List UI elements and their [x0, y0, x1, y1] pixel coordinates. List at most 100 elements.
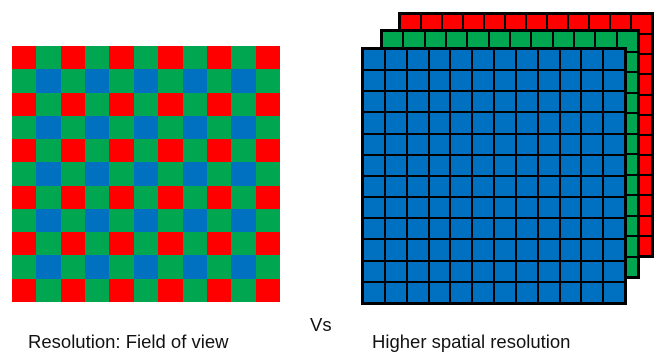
red-filter-pixel [109, 46, 134, 70]
blue-channel-pixel [495, 240, 515, 260]
blue-channel-pixel [516, 282, 537, 302]
blue-filter-pixel [182, 162, 207, 186]
blue-channel-pixel [429, 240, 450, 260]
blue-channel-pixel [385, 240, 406, 260]
blue-channel-pixel [473, 261, 493, 281]
blue-channel-pixel [407, 113, 428, 133]
blue-channel-pixel [407, 50, 428, 70]
green-channel-pixel [425, 32, 445, 51]
red-filter-pixel [109, 232, 134, 256]
green-filter-pixel [60, 115, 86, 140]
green-filter-pixel [36, 92, 61, 116]
blue-channel-pixel [495, 198, 515, 218]
blue-filter-pixel [133, 162, 159, 186]
green-filter-pixel [133, 185, 159, 209]
red-filter-pixel [158, 185, 183, 209]
red-channel-pixel [506, 15, 525, 34]
blue-filter-pixel [133, 69, 159, 93]
green-channel-pixel [617, 32, 637, 51]
green-filter-pixel [85, 278, 110, 302]
blue-filter-pixel [36, 255, 61, 279]
blue-channel-pixel [385, 261, 406, 281]
blue-channel-pixel [473, 198, 493, 218]
red-filter-pixel [12, 185, 37, 209]
red-channel-pixel [401, 15, 420, 34]
blue-channel-pixel [407, 92, 428, 112]
blue-channel-pixel [429, 261, 450, 281]
blue-channel-pixel [516, 113, 537, 133]
blue-channel-pixel [429, 155, 450, 175]
green-filter-pixel [12, 208, 37, 233]
bayer-filter-mosaic [12, 46, 280, 302]
red-filter-pixel [206, 185, 232, 209]
blue-channel-pixel [385, 92, 406, 112]
green-filter-pixel [133, 232, 159, 256]
green-filter-pixel [36, 185, 61, 209]
blue-channel-pixel [385, 113, 406, 133]
blue-channel-pixel [451, 50, 472, 70]
red-filter-pixel [158, 139, 183, 163]
blue-channel-pixel [429, 198, 450, 218]
blue-channel-pixel [473, 92, 493, 112]
blue-channel-pixel [364, 261, 384, 281]
blue-channel-pixel [538, 50, 559, 70]
blue-channel-pixel [364, 71, 384, 91]
red-filter-pixel [109, 185, 134, 209]
red-channel-pixel [464, 15, 483, 34]
red-filter-pixel [109, 92, 134, 116]
red-filter-pixel [60, 185, 86, 209]
blue-channel-pixel [473, 113, 493, 133]
blue-channel-pixel [451, 134, 472, 154]
blue-filter-pixel [133, 208, 159, 233]
blue-channel-layer [361, 47, 627, 305]
blue-channel-pixel [473, 134, 493, 154]
green-filter-pixel [36, 46, 61, 70]
blue-channel-pixel [429, 71, 450, 91]
blue-filter-pixel [36, 208, 61, 233]
blue-channel-pixel [604, 92, 624, 112]
blue-channel-pixel [604, 282, 624, 302]
green-channel-pixel [383, 32, 403, 51]
green-filter-pixel [12, 255, 37, 279]
red-channel-pixel [443, 15, 462, 34]
blue-channel-pixel [364, 92, 384, 112]
blue-filter-pixel [85, 69, 110, 93]
right-caption: Higher spatial resolution [372, 331, 571, 352]
blue-channel-pixel [582, 155, 603, 175]
red-filter-pixel [255, 232, 280, 256]
red-filter-pixel [158, 232, 183, 256]
blue-channel-pixel [516, 176, 537, 197]
blue-channel-pixel [364, 282, 384, 302]
red-filter-pixel [206, 232, 232, 256]
blue-channel-pixel [429, 219, 450, 239]
green-filter-pixel [109, 162, 134, 186]
blue-channel-pixel [495, 134, 515, 154]
blue-channel-pixel [604, 261, 624, 281]
blue-channel-pixel [538, 219, 559, 239]
blue-channel-pixel [538, 176, 559, 197]
blue-channel-pixel [407, 71, 428, 91]
vs-label: Vs [310, 314, 332, 335]
green-channel-pixel [511, 32, 531, 51]
blue-channel-pixel [516, 134, 537, 154]
red-filter-pixel [158, 46, 183, 70]
green-filter-pixel [85, 232, 110, 256]
blue-channel-pixel [560, 176, 581, 197]
blue-channel-pixel [516, 155, 537, 175]
red-filter-pixel [109, 278, 134, 302]
green-filter-pixel [206, 208, 232, 233]
red-channel-pixel [632, 15, 651, 34]
blue-channel-pixel [407, 198, 428, 218]
green-filter-pixel [182, 185, 207, 209]
red-filter-pixel [12, 278, 37, 302]
blue-channel-pixel [385, 176, 406, 197]
blue-channel-pixel [604, 155, 624, 175]
blue-channel-pixel [451, 198, 472, 218]
green-filter-pixel [255, 115, 280, 140]
blue-channel-pixel [473, 50, 493, 70]
blue-filter-pixel [36, 162, 61, 186]
blue-channel-pixel [582, 92, 603, 112]
blue-channel-pixel [516, 219, 537, 239]
blue-channel-pixel [560, 50, 581, 70]
blue-channel-pixel [560, 282, 581, 302]
